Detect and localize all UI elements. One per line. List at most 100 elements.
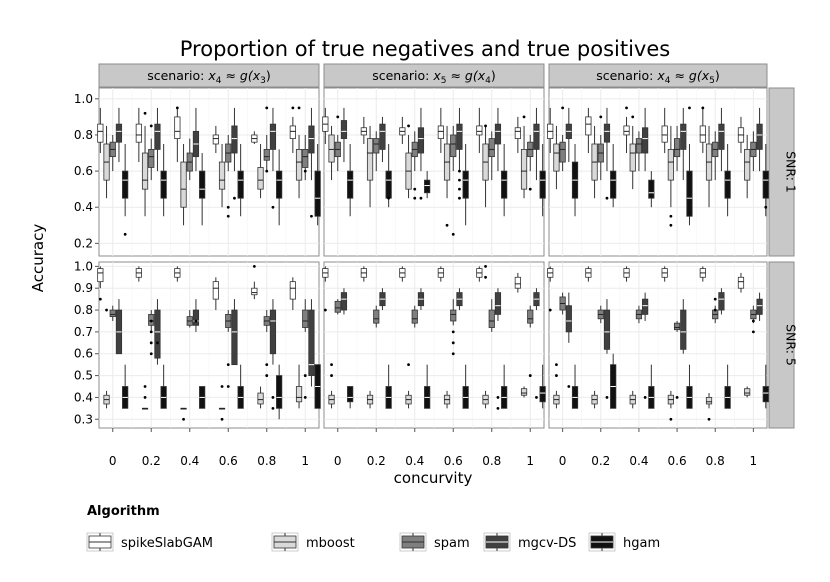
x-tick-label: 0.2: [367, 454, 386, 468]
panel-r1-c3: [547, 87, 769, 257]
x-tick-label: 1: [526, 454, 534, 468]
outlier-point: [669, 417, 673, 421]
y-tick-label: 0.9: [74, 281, 93, 295]
box-hgam: [276, 375, 283, 409]
outlier-point: [496, 396, 500, 399]
x-axis-title: concurvity: [394, 469, 473, 487]
box-hgam: [501, 170, 508, 199]
outlier-point: [226, 205, 230, 209]
outlier-point: [451, 232, 455, 236]
x-tick-label: 0: [559, 454, 567, 468]
box-mgcv-DS: [192, 309, 200, 326]
box-mgcv-DS: [231, 309, 238, 366]
outlier-point: [123, 232, 127, 236]
outlier-point: [233, 196, 236, 200]
box-spam: [559, 141, 566, 163]
box-spam: [488, 138, 495, 158]
panel-r1-c1: [97, 87, 321, 257]
outlier-point: [323, 308, 327, 312]
strip-row-2: [768, 261, 795, 429]
outlier-point: [291, 106, 295, 110]
box-spam: [373, 138, 380, 154]
box-spikeSlabGAM: [289, 125, 296, 139]
outlier-point: [265, 363, 269, 367]
box-mgcv-DS: [756, 298, 763, 315]
box-mboost: [520, 388, 528, 396]
outlier-point: [751, 319, 755, 323]
box-spam: [263, 149, 270, 161]
outlier-point: [561, 106, 565, 110]
outlier-point: [149, 352, 153, 356]
box-hgam: [314, 170, 321, 217]
legend-item-mgcv-DS: mgcv-DS: [483, 532, 576, 552]
outlier-point: [458, 196, 461, 200]
box-mgcv-DS: [680, 309, 687, 350]
outlier-point: [303, 396, 307, 399]
outlier-point: [407, 363, 410, 367]
box-spikeSlabGAM: [661, 125, 668, 143]
outlier-point: [669, 223, 673, 227]
outlier-point: [458, 169, 461, 173]
outlier-point: [451, 341, 455, 345]
outlier-point: [419, 196, 423, 200]
y-tick-label: 0.8: [74, 128, 93, 142]
x-tick-label: 1: [750, 454, 758, 468]
outlier-point: [310, 214, 313, 218]
box-spam: [527, 309, 534, 324]
outlier-point: [555, 363, 558, 367]
box-spam: [450, 134, 457, 158]
box-mgcv-DS: [379, 123, 386, 150]
box-mgcv-DS: [680, 123, 687, 150]
outlier-point: [330, 374, 333, 377]
outlier-point: [271, 396, 275, 399]
outlier-point: [669, 214, 673, 218]
outlier-point: [688, 106, 691, 110]
box-mgcv-DS: [308, 125, 315, 154]
box-mgcv-DS: [494, 123, 502, 145]
box-hgam: [539, 170, 546, 199]
box-hgam: [347, 386, 354, 403]
box-spam: [302, 309, 309, 328]
box-mgcv-DS: [231, 125, 238, 154]
box-mboost: [295, 149, 303, 181]
box-spikeSlabGAM: [212, 281, 219, 300]
strip-col-2: [323, 63, 545, 88]
outlier-point: [149, 319, 153, 323]
outlier-point: [707, 417, 711, 421]
strip-row-1: [768, 87, 795, 257]
panel-r1-c2: [322, 87, 546, 257]
box-hgam: [385, 170, 392, 199]
box-spikeSlabGAM: [174, 116, 181, 139]
outlier-point: [764, 205, 768, 209]
box-mgcv-DS: [154, 123, 161, 150]
box-mboost: [257, 392, 264, 405]
legend-label: hgam: [623, 536, 660, 551]
outlier-point: [458, 187, 461, 191]
box-hgam: [424, 179, 431, 194]
box-mgcv-DS: [533, 123, 540, 150]
y-tick-label: 0.4: [74, 200, 93, 214]
chart-title: Proportion of true negatives and true po…: [180, 37, 670, 61]
strip-col-3: [548, 63, 768, 88]
outlier-point: [458, 178, 461, 182]
box-spikeSlabGAM: [585, 116, 592, 136]
outlier-point: [226, 214, 230, 218]
box-hgam: [539, 386, 546, 403]
box-spam: [148, 149, 155, 168]
outlier-point: [451, 352, 455, 356]
box-spam: [635, 138, 643, 154]
legend-item-hgam: hgam: [588, 532, 660, 552]
box-hgam: [648, 179, 655, 199]
box-mgcv-DS: [565, 305, 572, 333]
box-mgcv-DS: [756, 123, 763, 150]
x-tick-label: 0.2: [142, 454, 161, 468]
x-tick-label: 0.8: [706, 454, 725, 468]
legend-item-spam: spam: [399, 532, 470, 552]
outlier-point: [143, 396, 147, 399]
y-tick-label: 0.2: [74, 236, 93, 250]
outlier-point: [484, 275, 487, 279]
box-hgam: [160, 170, 167, 199]
outlier-point: [194, 319, 198, 323]
box-mboost: [667, 149, 674, 181]
